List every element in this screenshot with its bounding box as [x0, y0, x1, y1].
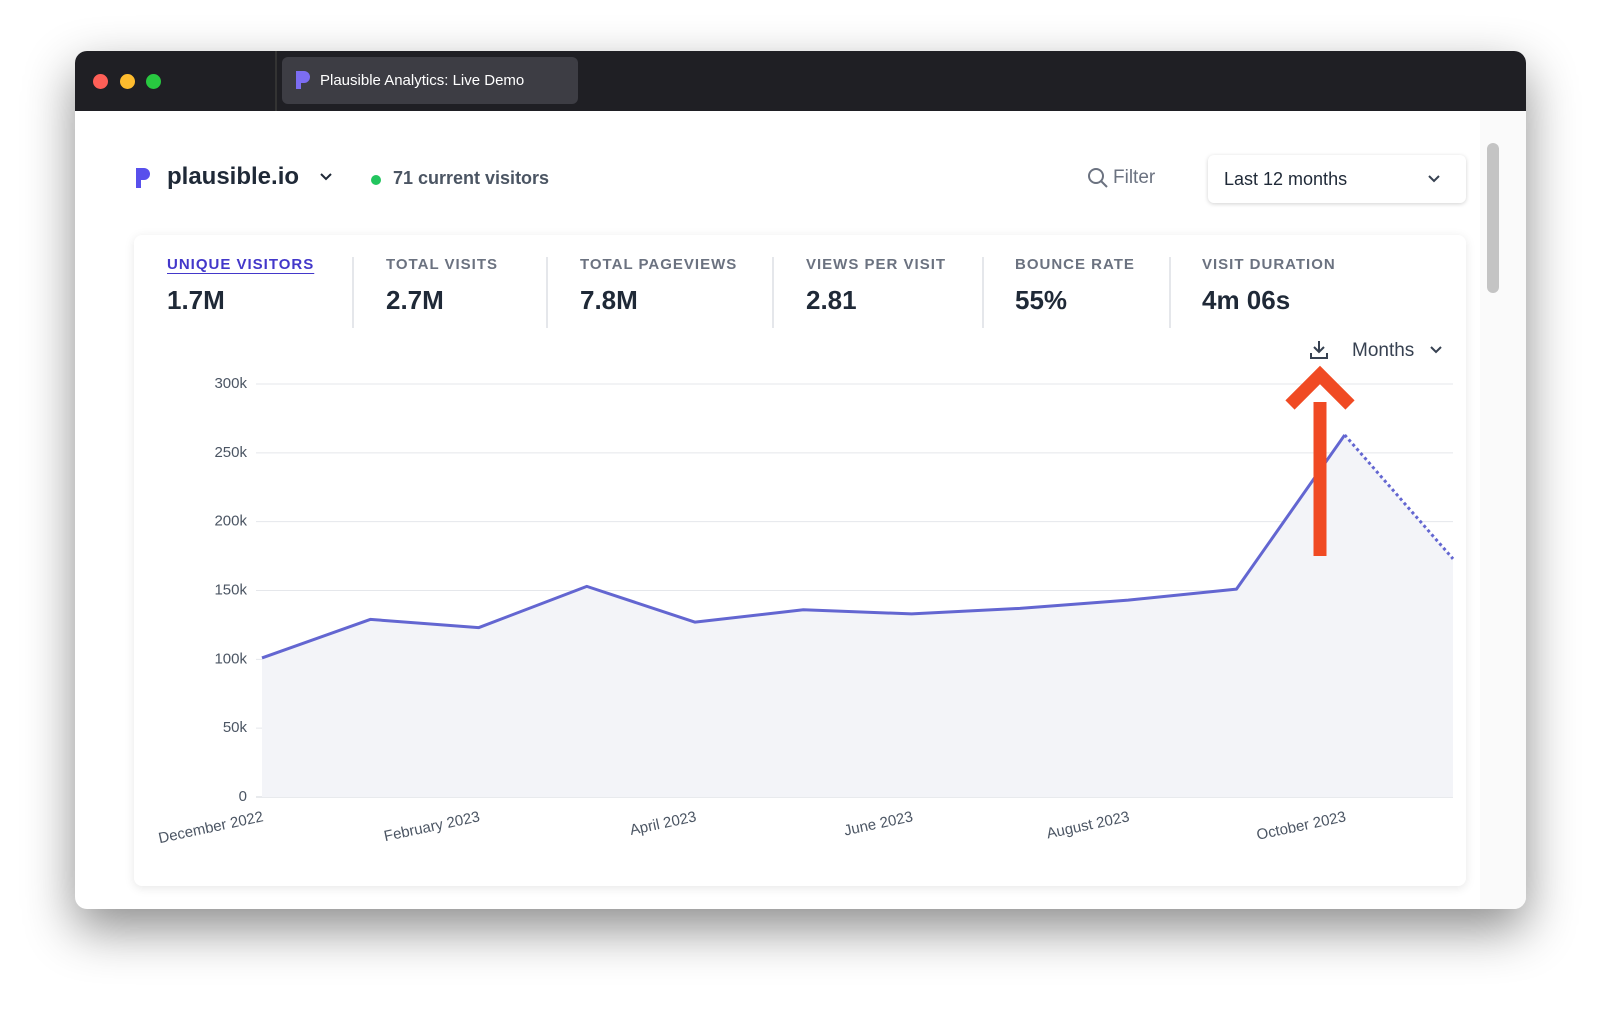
divider	[275, 51, 277, 111]
current-visitors[interactable]: 71 current visitors	[393, 168, 550, 188]
metric-label[interactable]: VISIT DURATION	[1202, 256, 1336, 273]
download-icon[interactable]	[1308, 339, 1330, 361]
scrollbar	[1480, 111, 1526, 909]
interval-picker[interactable]: Months	[1352, 340, 1415, 361]
metric-separator	[982, 257, 984, 328]
metric-value: 55%	[1015, 285, 1068, 315]
tab-logo	[296, 71, 310, 89]
metric-separator	[772, 257, 774, 328]
y-tick-label: 50k	[223, 719, 248, 736]
date-range: Last 12 months	[1224, 169, 1348, 189]
live-dot	[371, 175, 381, 185]
annotation-arrow-head	[1285, 365, 1355, 410]
metric-value: 4m 06s	[1202, 285, 1291, 315]
title-bar: Plausible Analytics: Live Demo	[75, 51, 1526, 111]
date-chevron	[1428, 175, 1440, 183]
y-tick-label: 300k	[214, 375, 247, 392]
area	[262, 434, 1453, 797]
metric-label[interactable]: TOTAL PAGEVIEWS	[580, 256, 738, 273]
y-tick-label: 150k	[214, 581, 247, 598]
metric-label[interactable]: VIEWS PER VISIT	[806, 256, 947, 273]
y-tick-label: 100k	[214, 650, 247, 667]
site-chevron[interactable]	[318, 169, 334, 185]
site-name[interactable]: plausible.io	[167, 163, 300, 190]
metric-value: 7.8M	[580, 285, 638, 315]
metric-separator	[546, 257, 548, 328]
metric-separator	[1169, 257, 1171, 328]
scrollbar-thumb[interactable]	[1487, 143, 1499, 293]
minimize-button[interactable]	[120, 74, 135, 89]
y-tick-label: 250k	[214, 444, 247, 461]
metric-value: 1.7M	[167, 285, 225, 315]
y-tick-label: 200k	[214, 513, 247, 530]
metric-label[interactable]: UNIQUE VISITORS	[167, 256, 315, 273]
interval-chevron[interactable]	[1428, 342, 1444, 358]
close-button[interactable]	[93, 74, 108, 89]
metric-value: 2.81	[806, 285, 857, 315]
metric-value: 2.7M	[386, 285, 444, 315]
search-icon	[1088, 168, 1108, 188]
date-range-picker[interactable]: Last 12 months	[1208, 155, 1466, 203]
zoom-button[interactable]	[146, 74, 161, 89]
metric-label[interactable]: BOUNCE RATE	[1015, 256, 1135, 273]
line	[261, 434, 1346, 660]
site-logo	[136, 168, 150, 188]
tab[interactable]: Plausible Analytics: Live Demo	[282, 57, 578, 104]
tab-title: Plausible Analytics: Live Demo	[320, 72, 525, 89]
metric-separator	[352, 257, 354, 328]
metric-label[interactable]: TOTAL VISITS	[386, 256, 499, 273]
filter-button[interactable]: Filter	[1113, 167, 1156, 188]
y-tick-label: 0	[239, 788, 247, 805]
